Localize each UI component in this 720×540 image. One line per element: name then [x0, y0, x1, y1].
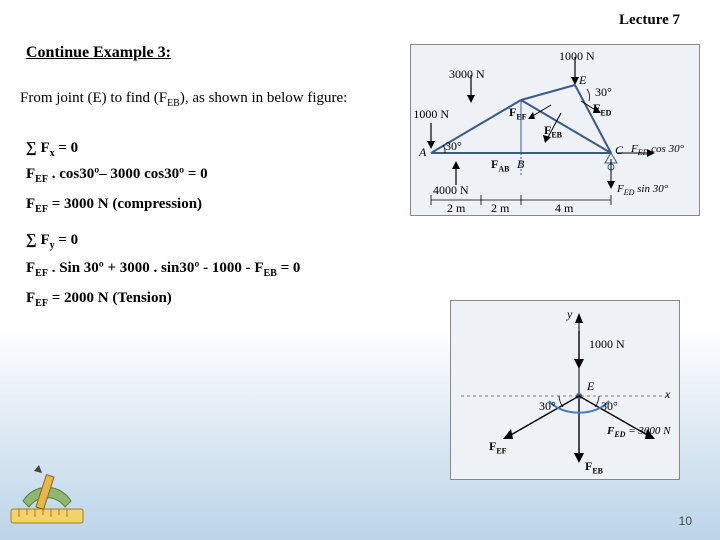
intro-text: From joint (E) to find (FEB), as shown i…: [20, 88, 390, 111]
eq5-b: . Sin 30º + 3000 . sin30º - 1000 - F: [48, 260, 264, 276]
eq2-a: F: [26, 166, 35, 182]
intro-sub: EB: [167, 98, 180, 109]
fbd-svg: [451, 301, 681, 481]
fig-top-span2: 2 m: [491, 201, 509, 216]
fig-top-angle-e: 30°: [595, 85, 612, 100]
fig-top-feb-sub: EB: [551, 130, 562, 139]
eq4-b: = 0: [55, 232, 79, 248]
eq2-b: . cos30º– 3000 cos30º = 0: [48, 166, 208, 182]
fbd-fed-val: = 3000 N: [625, 425, 670, 437]
fbd-node-e: E: [587, 379, 594, 394]
fbd-y: y: [567, 307, 572, 322]
equation-sum-fx: ∑ Fx = 0: [26, 140, 78, 159]
fbd-angle-left: 30°: [539, 399, 556, 414]
fig-top-node-e: E: [579, 73, 586, 88]
intro-part-a: From joint (E) to find (F: [20, 90, 167, 106]
fig-top-node-a: A: [419, 145, 426, 160]
eq5-sub1: EF: [35, 268, 48, 279]
intro-part-b: ), as shown in below figure:: [180, 90, 347, 106]
fbd-fed: FED = 3000 N: [607, 425, 670, 439]
eq1-a: ∑ F: [26, 140, 50, 156]
fig-top-span1: 2 m: [447, 201, 465, 216]
ruler-pencil-icon: [5, 465, 90, 535]
section-heading: Continue Example 3:: [26, 44, 171, 62]
equation-fef-result1: FEF = 3000 N (compression): [26, 196, 202, 215]
fbd-1000n: 1000 N: [589, 337, 625, 352]
fbd-fed-sub: ED: [614, 430, 625, 439]
fig-top-fedsin: FED sin 30°: [617, 183, 668, 197]
eq3-b: = 3000 N (compression): [48, 196, 202, 212]
fig-top-fedcos-sub: ED: [638, 148, 649, 157]
eq5-a: F: [26, 260, 35, 276]
fig-top-node-b: B: [517, 157, 524, 172]
fig-top-4000n: 4000 N: [433, 183, 469, 198]
eq1-b: = 0: [55, 140, 79, 156]
fig-top-span3: 4 m: [555, 201, 573, 216]
fig-top-fef: FEF: [509, 105, 527, 121]
fbd-x: x: [665, 387, 670, 402]
eq6-a: F: [26, 290, 35, 306]
eq6-b: = 2000 N (Tension): [48, 290, 172, 306]
truss-diagram: 1000 N 3000 N 1000 N 4000 N E 30° 30° A …: [410, 44, 700, 216]
eq2-sub1: EF: [35, 174, 48, 185]
fig-top-fedcos: FED cos 30°: [631, 143, 684, 157]
eq5-sub2: EB: [264, 268, 277, 279]
eq5-c: = 0: [277, 260, 301, 276]
eq4-a: ∑ F: [26, 232, 50, 248]
fig-top-fedsin-sub: ED: [624, 188, 635, 197]
fbd-feb-sub: EB: [592, 466, 603, 475]
fig-top-1000n-left: 1000 N: [409, 107, 449, 122]
fig-top-fed-sub: ED: [600, 108, 611, 117]
fig-top-3000n: 3000 N: [449, 67, 485, 82]
fig-top-fef-sub: EF: [516, 112, 526, 121]
equation-sum-fy: ∑ Fy = 0: [26, 232, 78, 251]
fbd-feb: FEB: [585, 459, 603, 475]
fig-top-fab-sub: AB: [498, 164, 509, 173]
fig-top-fedsin-f: F: [617, 183, 624, 195]
fig-top-fab: FAB: [491, 157, 509, 173]
eq3-sub: EF: [35, 204, 48, 215]
eq3-a: F: [26, 196, 35, 212]
fig-top-fedsin-tail: sin 30°: [634, 183, 668, 195]
equation-fef-result2: FEF = 2000 N (Tension): [26, 290, 172, 309]
decor-icon: [5, 465, 90, 535]
fig-top-fedcos-f: F: [631, 143, 638, 155]
fbd-fef-sub: EF: [496, 446, 506, 455]
lecture-label: Lecture 7: [619, 12, 680, 29]
fbd-fef: FEF: [489, 439, 507, 455]
fig-top-fed: FED: [593, 101, 611, 117]
fig-top-angle-a: 30°: [445, 139, 462, 154]
equation-fef-cos: FEF . cos30º– 3000 cos30º = 0: [26, 166, 208, 185]
fig-top-fedcos-tail: cos 30°: [648, 143, 684, 155]
fig-top-node-c: C: [615, 143, 623, 158]
eq6-sub: EF: [35, 298, 48, 309]
page-number: 10: [679, 514, 692, 528]
fbd-joint-e: y x E 1000 N 30° 30° FEF FED = 3000 N FE…: [450, 300, 680, 480]
fig-top-feb: FEB: [544, 123, 562, 139]
fig-top-1000n: 1000 N: [559, 49, 595, 64]
fbd-angle-right: 30°: [601, 399, 618, 414]
equation-fef-sin: FEF . Sin 30º + 3000 . sin30º - 1000 - F…: [26, 260, 300, 279]
